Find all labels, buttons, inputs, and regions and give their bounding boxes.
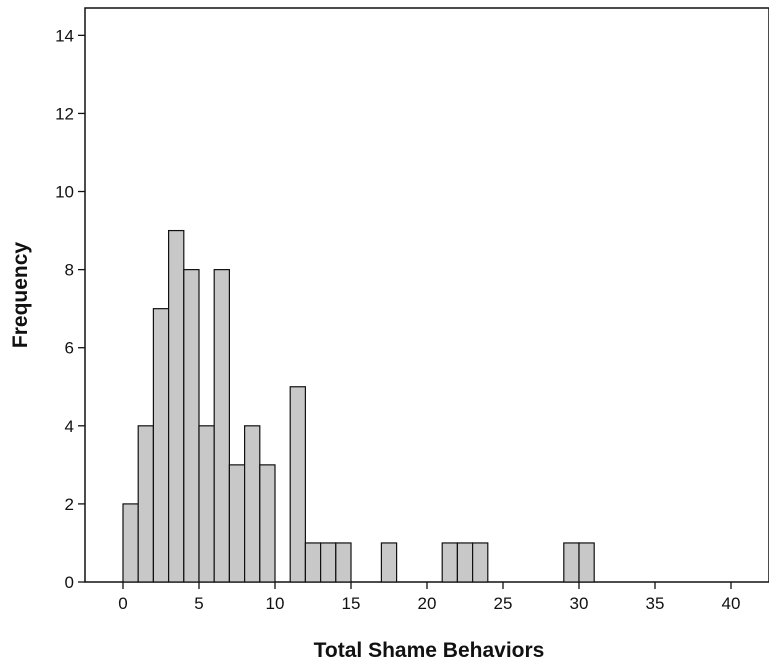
histogram-bar xyxy=(122,503,139,583)
y-tick-label: 10 xyxy=(55,183,74,202)
y-tick-label: 4 xyxy=(65,417,74,436)
x-tick-label: 5 xyxy=(194,594,203,613)
histogram-bar xyxy=(380,542,398,583)
histogram-bar xyxy=(183,269,200,583)
x-tick-label: 20 xyxy=(418,594,437,613)
histogram-bar xyxy=(335,542,352,583)
histogram-bar xyxy=(320,542,337,583)
y-tick-label: 6 xyxy=(65,339,74,358)
histogram-bar xyxy=(441,542,459,583)
histogram-bar xyxy=(244,425,261,583)
y-axis-title: Frequency xyxy=(9,242,32,349)
x-tick-label: 40 xyxy=(722,594,741,613)
bars-group xyxy=(122,229,595,583)
histogram-bar xyxy=(168,229,185,583)
x-tick-label: 15 xyxy=(342,594,361,613)
y-tick-label: 14 xyxy=(55,26,74,45)
x-tick-label: 0 xyxy=(118,594,127,613)
histogram-bar xyxy=(228,464,246,583)
y-tick-label: 2 xyxy=(65,495,74,514)
histogram-bar xyxy=(152,308,170,583)
y-axis: 0 2 4 6 8 10 12 14 xyxy=(55,26,85,592)
histogram-bar xyxy=(213,269,230,583)
histogram-bar xyxy=(289,386,307,583)
histogram-bar xyxy=(578,542,595,583)
histogram-bar xyxy=(259,464,276,583)
y-tick-label: 0 xyxy=(65,573,74,592)
x-axis-title: Total Shame Behaviors xyxy=(314,639,545,662)
histogram-bar xyxy=(137,425,154,583)
x-axis: 0 5 10 15 20 25 30 35 40 xyxy=(118,582,740,613)
x-tick-label: 25 xyxy=(494,594,513,613)
x-tick-label: 10 xyxy=(266,594,285,613)
y-tick-label: 8 xyxy=(65,261,74,280)
y-tick-label: 12 xyxy=(55,104,74,123)
x-tick-label: 30 xyxy=(570,594,589,613)
x-tick-label: 35 xyxy=(646,594,665,613)
histogram-bar xyxy=(456,542,474,583)
histogram-bar xyxy=(198,425,215,583)
histogram-bar xyxy=(563,542,580,583)
histogram-bar xyxy=(304,542,322,583)
histogram-bar xyxy=(472,542,489,583)
